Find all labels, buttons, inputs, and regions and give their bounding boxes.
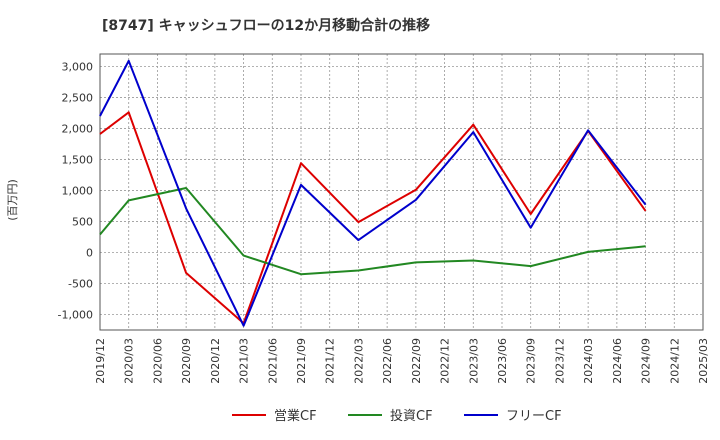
x-tick-label: 2019/12 <box>94 338 107 384</box>
series-lines <box>99 59 647 327</box>
grid-lines <box>99 54 704 330</box>
series-line <box>99 187 646 276</box>
x-tick-label: 2022/12 <box>439 338 452 384</box>
y-tick-label: 3,000 <box>62 60 94 73</box>
x-tick-label: 2025/03 <box>697 338 710 384</box>
y-axis-label: (百万円) <box>6 179 19 221</box>
x-tick-label: 2022/06 <box>381 338 394 384</box>
x-tick-label: 2023/09 <box>525 338 538 384</box>
series-line <box>99 111 647 325</box>
y-tick-label: 500 <box>72 215 93 228</box>
y-tick-label: 2,500 <box>62 91 94 104</box>
x-tick-label: 2020/06 <box>151 338 164 384</box>
x-tick-label: 2023/06 <box>496 338 509 384</box>
series-line <box>99 59 647 327</box>
x-tick-label: 2021/03 <box>238 338 251 384</box>
x-tick-label: 2022/09 <box>410 338 423 384</box>
x-tick-label: 2023/12 <box>553 338 566 384</box>
x-tick-label: 2024/09 <box>640 338 653 384</box>
y-tick-label: -500 <box>68 277 93 290</box>
x-tick-label: 2024/12 <box>668 338 681 384</box>
legend: 営業CF 投資CF フリーCF <box>232 408 562 424</box>
x-tick-label: 2020/09 <box>180 338 193 384</box>
y-tick-label: 0 <box>86 246 93 259</box>
legend-label: フリーCF <box>506 409 562 424</box>
y-tick-label: -1,000 <box>58 308 93 321</box>
x-tick-label: 2021/06 <box>266 338 279 384</box>
x-tick-label: 2021/09 <box>295 338 308 384</box>
chart-title: [8747] キャッシュフローの12か月移動合計の推移 <box>102 17 430 34</box>
x-tick-label: 2023/03 <box>467 338 480 384</box>
y-tick-label: 1,500 <box>62 153 94 166</box>
y-tick-labels: 3,000 2,500 2,000 1,500 1,000 500 0 -500 -1,000 <box>58 60 93 321</box>
y-tick-label: 1,000 <box>62 184 94 197</box>
x-tick-label: 2020/12 <box>209 338 222 384</box>
y-tick-label: 2,000 <box>62 122 94 135</box>
x-tick-label: 2022/03 <box>352 338 365 384</box>
x-tick-labels: 2019/12 2020/03 2020/06 2020/09 2020/12 2021/… <box>94 338 710 384</box>
x-tick-label: 2024/06 <box>611 338 624 384</box>
legend-label: 投資CF <box>390 408 433 424</box>
x-tick-label: 2020/03 <box>123 338 136 384</box>
plot-frame <box>99 53 704 331</box>
legend-label: 営業CF <box>274 408 317 424</box>
x-tick-label: 2024/03 <box>582 338 595 384</box>
x-tick-label: 2021/12 <box>324 338 337 384</box>
